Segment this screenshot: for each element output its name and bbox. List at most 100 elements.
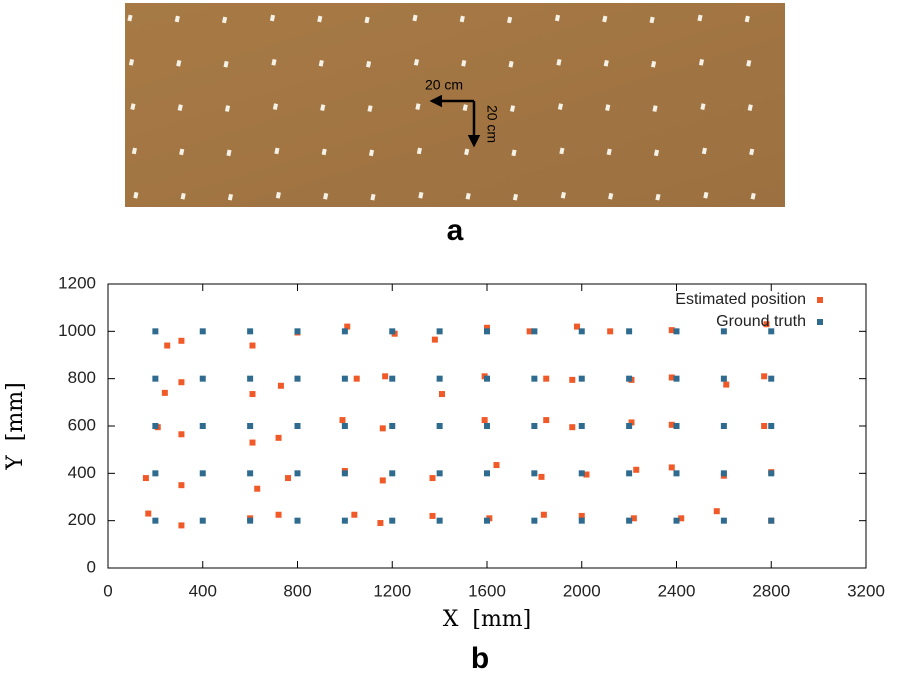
point xyxy=(761,423,768,429)
legend-swatch xyxy=(817,319,823,325)
point xyxy=(531,375,538,382)
tag xyxy=(415,103,421,110)
tag xyxy=(127,14,133,22)
tag xyxy=(364,16,370,24)
point xyxy=(628,419,635,426)
point xyxy=(382,373,389,380)
point xyxy=(543,417,550,424)
point xyxy=(178,337,185,344)
tag xyxy=(176,59,182,67)
point xyxy=(720,328,727,335)
tag xyxy=(512,193,519,201)
point xyxy=(339,417,346,424)
tag xyxy=(700,103,706,110)
point xyxy=(626,423,633,429)
point xyxy=(249,342,256,349)
tag xyxy=(128,58,135,66)
legend-label: Estimated position xyxy=(675,291,806,308)
tag xyxy=(653,149,660,157)
tag xyxy=(320,104,326,111)
x-tick-label: 1600 xyxy=(468,581,506,600)
point xyxy=(429,475,436,482)
point xyxy=(543,375,550,382)
point xyxy=(569,424,576,431)
tag xyxy=(418,191,424,199)
tag xyxy=(370,193,376,201)
point xyxy=(199,470,206,477)
point xyxy=(768,423,775,429)
point xyxy=(142,475,149,482)
point xyxy=(389,423,396,429)
point xyxy=(379,425,386,432)
tag xyxy=(608,192,614,200)
point xyxy=(199,375,206,382)
legend-label: Ground truth xyxy=(716,313,806,330)
tag xyxy=(749,148,755,156)
distance-label: 20 cm xyxy=(484,105,500,143)
point xyxy=(341,423,348,429)
point xyxy=(161,389,168,396)
point xyxy=(199,517,206,524)
point xyxy=(249,391,256,398)
tag xyxy=(275,191,281,199)
tag xyxy=(412,14,418,22)
tag xyxy=(179,148,185,156)
point xyxy=(673,423,680,429)
point xyxy=(484,423,490,429)
tag xyxy=(272,103,279,110)
tag xyxy=(746,59,752,67)
point xyxy=(152,517,159,524)
tag xyxy=(226,149,232,157)
tag xyxy=(698,58,705,66)
point xyxy=(379,477,386,484)
point xyxy=(578,328,585,335)
point xyxy=(247,423,254,429)
point xyxy=(678,515,685,522)
board xyxy=(125,3,785,207)
tag xyxy=(701,147,707,155)
point xyxy=(247,375,254,382)
point xyxy=(294,328,301,335)
tag xyxy=(511,149,517,157)
point xyxy=(152,328,159,335)
point xyxy=(294,375,301,382)
point xyxy=(668,464,675,471)
tag xyxy=(223,60,229,68)
point xyxy=(152,375,159,382)
tag xyxy=(459,15,465,23)
tag xyxy=(556,58,562,66)
point xyxy=(626,328,633,335)
tag xyxy=(507,16,513,24)
point xyxy=(626,375,633,382)
tag xyxy=(365,60,372,68)
point xyxy=(720,517,727,524)
x-tick-label: 2800 xyxy=(752,581,790,600)
tag xyxy=(508,60,514,68)
point xyxy=(275,511,282,518)
point xyxy=(438,391,445,398)
point xyxy=(763,321,770,328)
point xyxy=(389,375,396,382)
point xyxy=(353,375,360,382)
point xyxy=(178,431,185,438)
point xyxy=(294,517,301,524)
point xyxy=(713,508,720,515)
point xyxy=(723,381,730,388)
point xyxy=(538,473,545,480)
point xyxy=(178,379,185,386)
tag xyxy=(509,105,516,112)
point xyxy=(673,375,680,382)
panel-label: b xyxy=(471,642,489,675)
point xyxy=(583,471,590,478)
point xyxy=(668,374,675,381)
tag xyxy=(697,14,703,22)
point xyxy=(377,520,384,527)
point xyxy=(294,423,301,429)
point xyxy=(574,323,581,330)
tag xyxy=(416,147,422,155)
tag xyxy=(461,59,467,67)
y-tick-label: 200 xyxy=(68,510,96,529)
point xyxy=(673,470,680,477)
point xyxy=(768,470,775,477)
